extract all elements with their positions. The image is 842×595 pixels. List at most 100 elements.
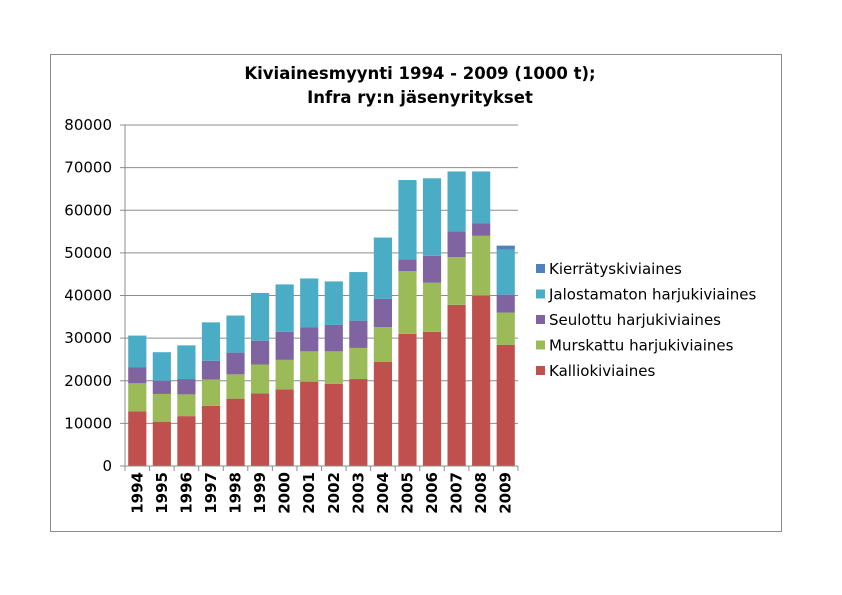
bar-segment-2	[300, 327, 319, 352]
bar-segment-1	[300, 351, 319, 382]
bar-segment-2	[349, 320, 368, 348]
bar-segment-2	[373, 298, 392, 328]
bar-segment-3	[373, 237, 392, 299]
bar-segment-2	[447, 231, 466, 258]
chart-title: Kiviainesmyynti 1994 - 2009 (1000 t);	[244, 64, 595, 83]
y-axis-ticks: 0 10000 20000 30000 40000 50000 60000 70000 8000…	[64, 116, 125, 475]
bar-segment-0	[152, 421, 171, 466]
y-tick-label: 40000	[64, 287, 112, 305]
bar-segment-2	[398, 259, 417, 272]
legend-swatch	[536, 340, 545, 350]
bar-segment-1	[496, 312, 515, 345]
x-axis-ticks: 1994 1995 1996 1997 1998 1999 2000 2001 2002 2003…	[124, 466, 519, 514]
y-tick-label: 0	[102, 457, 112, 475]
y-tick-label: 30000	[64, 329, 112, 347]
bar-segment-0	[373, 361, 392, 466]
bar-segment-2	[496, 294, 515, 313]
bar-segment-3	[128, 335, 147, 368]
x-tick-label: 2005	[398, 472, 416, 514]
bar-segment-2	[128, 367, 147, 384]
legend: Kierrätyskiviaines Jalostamaton harjukivi…	[536, 260, 757, 380]
bar-segment-1	[349, 347, 368, 380]
bar-segment-0	[422, 331, 442, 466]
bar-segment-2	[472, 223, 491, 236]
bar-segment-3	[300, 278, 319, 328]
y-tick-label: 60000	[64, 201, 112, 219]
bar-segment-3	[275, 284, 294, 332]
legend-swatch	[536, 366, 545, 375]
bar-segment-0	[177, 416, 196, 466]
x-tick-label: 1997	[202, 472, 220, 514]
x-tick-label: 2006	[423, 472, 441, 514]
x-tick-label: 1995	[153, 472, 171, 514]
legend-label: Jalostamaton harjukiviaines	[548, 286, 757, 304]
bar-segment-1	[373, 327, 392, 362]
legend-swatch	[536, 289, 545, 299]
bar-segment-0	[251, 393, 270, 466]
bar-segment-3	[251, 292, 270, 341]
bar-segment-3	[422, 178, 442, 256]
bar-segment-2	[251, 340, 270, 365]
y-tick-label: 20000	[64, 372, 112, 390]
x-tick-label: 2004	[374, 472, 392, 514]
bar-segment-0	[300, 381, 319, 466]
legend-swatch	[536, 315, 545, 324]
legend-label: Seulottu harjukiviaines	[549, 311, 721, 329]
bar-segment-0	[398, 333, 417, 466]
x-tick-label: 2008	[472, 472, 490, 514]
bar-segment-2	[422, 255, 442, 283]
bar-segment-1	[177, 394, 196, 417]
legend-label: Kalliokiviaines	[549, 362, 655, 380]
x-tick-label: 2002	[325, 472, 343, 514]
x-tick-label: 2000	[276, 472, 294, 514]
x-tick-label: 1996	[177, 472, 195, 514]
bar-segment-2	[152, 380, 171, 394]
bar-segment-1	[472, 235, 491, 296]
legend-label: Kierrätyskiviaines	[549, 260, 682, 278]
bar-segment-3	[496, 249, 515, 295]
bar-segment-2	[324, 324, 343, 352]
bar-segment-0	[472, 295, 491, 466]
chart-subtitle: Infra ry:n jäsenyritykset	[307, 88, 533, 107]
bar-segment-0	[226, 398, 245, 466]
x-tick-label: 1994	[128, 472, 146, 514]
bar-segment-1	[324, 351, 343, 384]
bar-segment-1	[422, 282, 442, 332]
bar-segment-0	[496, 344, 515, 466]
x-tick-label: 2003	[349, 472, 367, 514]
bar-segment-0	[275, 389, 294, 466]
bar-segment-0	[324, 383, 343, 466]
bar-segment-1	[201, 379, 221, 406]
legend-swatch	[536, 264, 545, 273]
y-tick-label: 10000	[64, 414, 112, 432]
bar-segment-2	[201, 360, 221, 380]
bar-segment-2	[275, 331, 294, 360]
bar-segment-4	[496, 245, 515, 250]
bar-segment-1	[447, 257, 466, 305]
x-tick-label: 1998	[227, 472, 245, 514]
bar-segment-1	[128, 383, 147, 412]
x-tick-label: 2001	[300, 472, 318, 514]
bar-segment-3	[152, 352, 171, 381]
x-tick-label: 1999	[251, 472, 269, 514]
bars	[128, 171, 515, 466]
bar-segment-0	[201, 405, 221, 466]
bar-segment-1	[152, 393, 171, 422]
bar-segment-2	[177, 379, 196, 395]
y-tick-label: 80000	[64, 116, 112, 134]
bar-segment-3	[472, 171, 491, 224]
bar-segment-3	[324, 281, 343, 325]
bar-segment-0	[128, 411, 147, 466]
bar-segment-0	[349, 379, 368, 466]
legend-label: Murskattu harjukiviaines	[549, 337, 734, 355]
x-tick-label: 2007	[448, 472, 466, 514]
bar-segment-2	[226, 352, 245, 375]
bar-segment-1	[226, 374, 245, 399]
bar-segment-3	[201, 322, 221, 361]
bar-segment-1	[275, 359, 294, 390]
bar-segment-3	[177, 345, 196, 380]
bar-segment-3	[398, 179, 417, 260]
bar-segment-1	[251, 364, 270, 394]
y-tick-label: 70000	[64, 159, 112, 177]
